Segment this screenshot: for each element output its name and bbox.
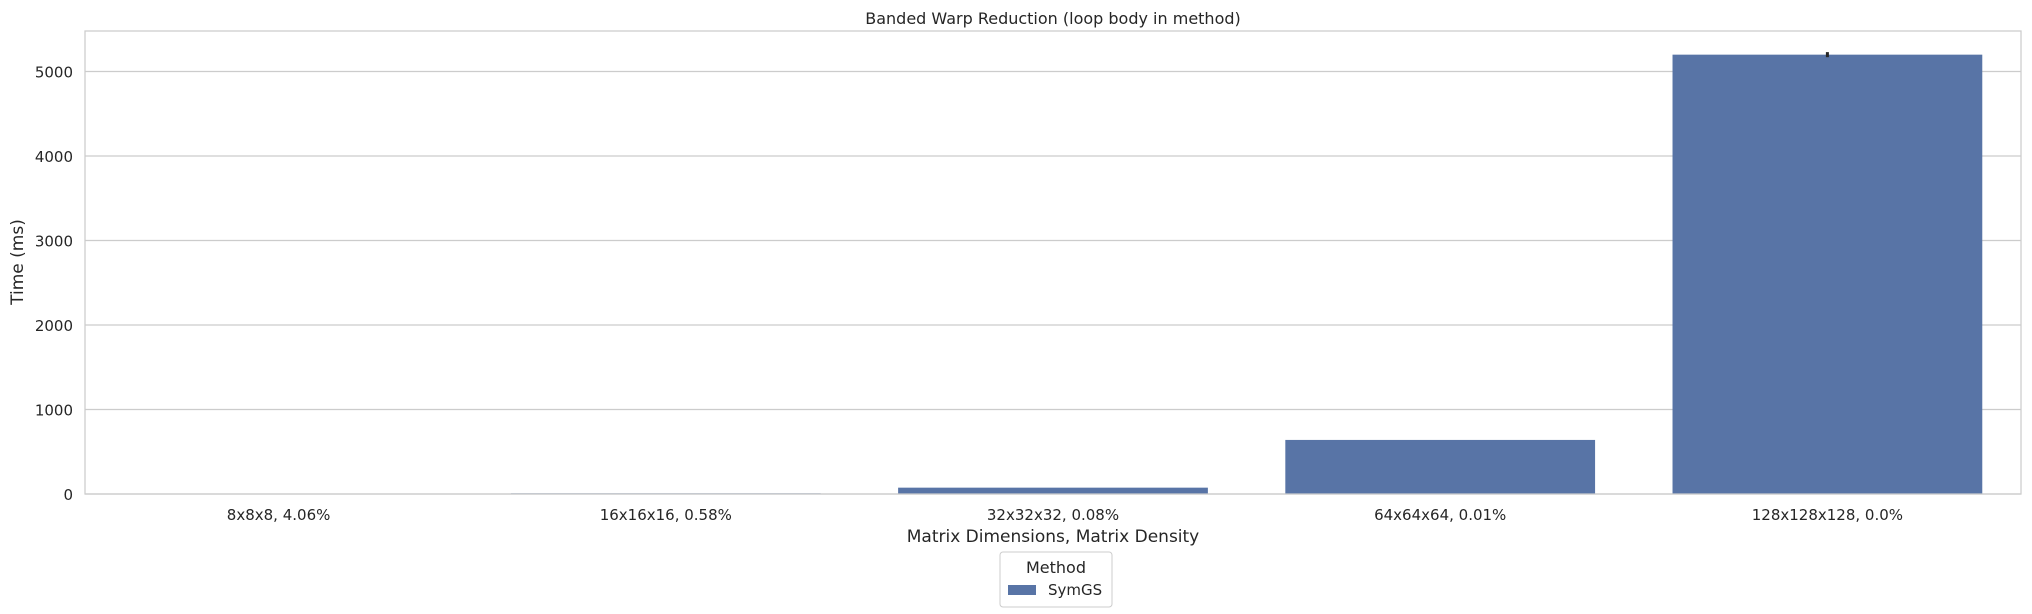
bars (123, 54, 1983, 495)
y-axis-label: Time (ms) (8, 219, 28, 306)
x-tick-label: 32x32x32, 0.08% (987, 506, 1119, 524)
y-tick-labels: 0 1000 2000 3000 4000 5000 (35, 64, 73, 504)
y-tick-label: 5000 (35, 64, 73, 82)
y-tick-label: 2000 (35, 317, 73, 335)
bar (1285, 439, 1596, 494)
x-tick-labels: 8x8x8, 4.06% 16x16x16, 0.58% 32x32x32, 0.0… (227, 506, 1903, 524)
x-tick-label: 64x64x64, 0.01% (1374, 506, 1506, 524)
legend-title: Method (1026, 558, 1086, 577)
y-tick-label: 4000 (35, 148, 73, 166)
y-tick-label: 0 (63, 486, 73, 504)
legend: Method SymGS (999, 551, 1113, 608)
bar (898, 487, 1208, 494)
x-tick-label: 128x128x128, 0.0% (1752, 506, 1903, 524)
plot-frame (84, 30, 2022, 495)
x-axis-label: Matrix Dimensions, Matrix Density (907, 527, 1200, 547)
chart-title: Banded Warp Reduction (loop body in meth… (865, 9, 1241, 28)
x-tick-label: 16x16x16, 0.58% (600, 506, 732, 524)
x-tick-label: 8x8x8, 4.06% (227, 506, 331, 524)
bar (1672, 54, 1983, 495)
legend-swatch-symgs (1008, 585, 1036, 595)
y-tick-label: 3000 (35, 233, 73, 251)
legend-label-symgs: SymGS (1048, 581, 1102, 599)
y-tick-label: 1000 (35, 402, 73, 420)
